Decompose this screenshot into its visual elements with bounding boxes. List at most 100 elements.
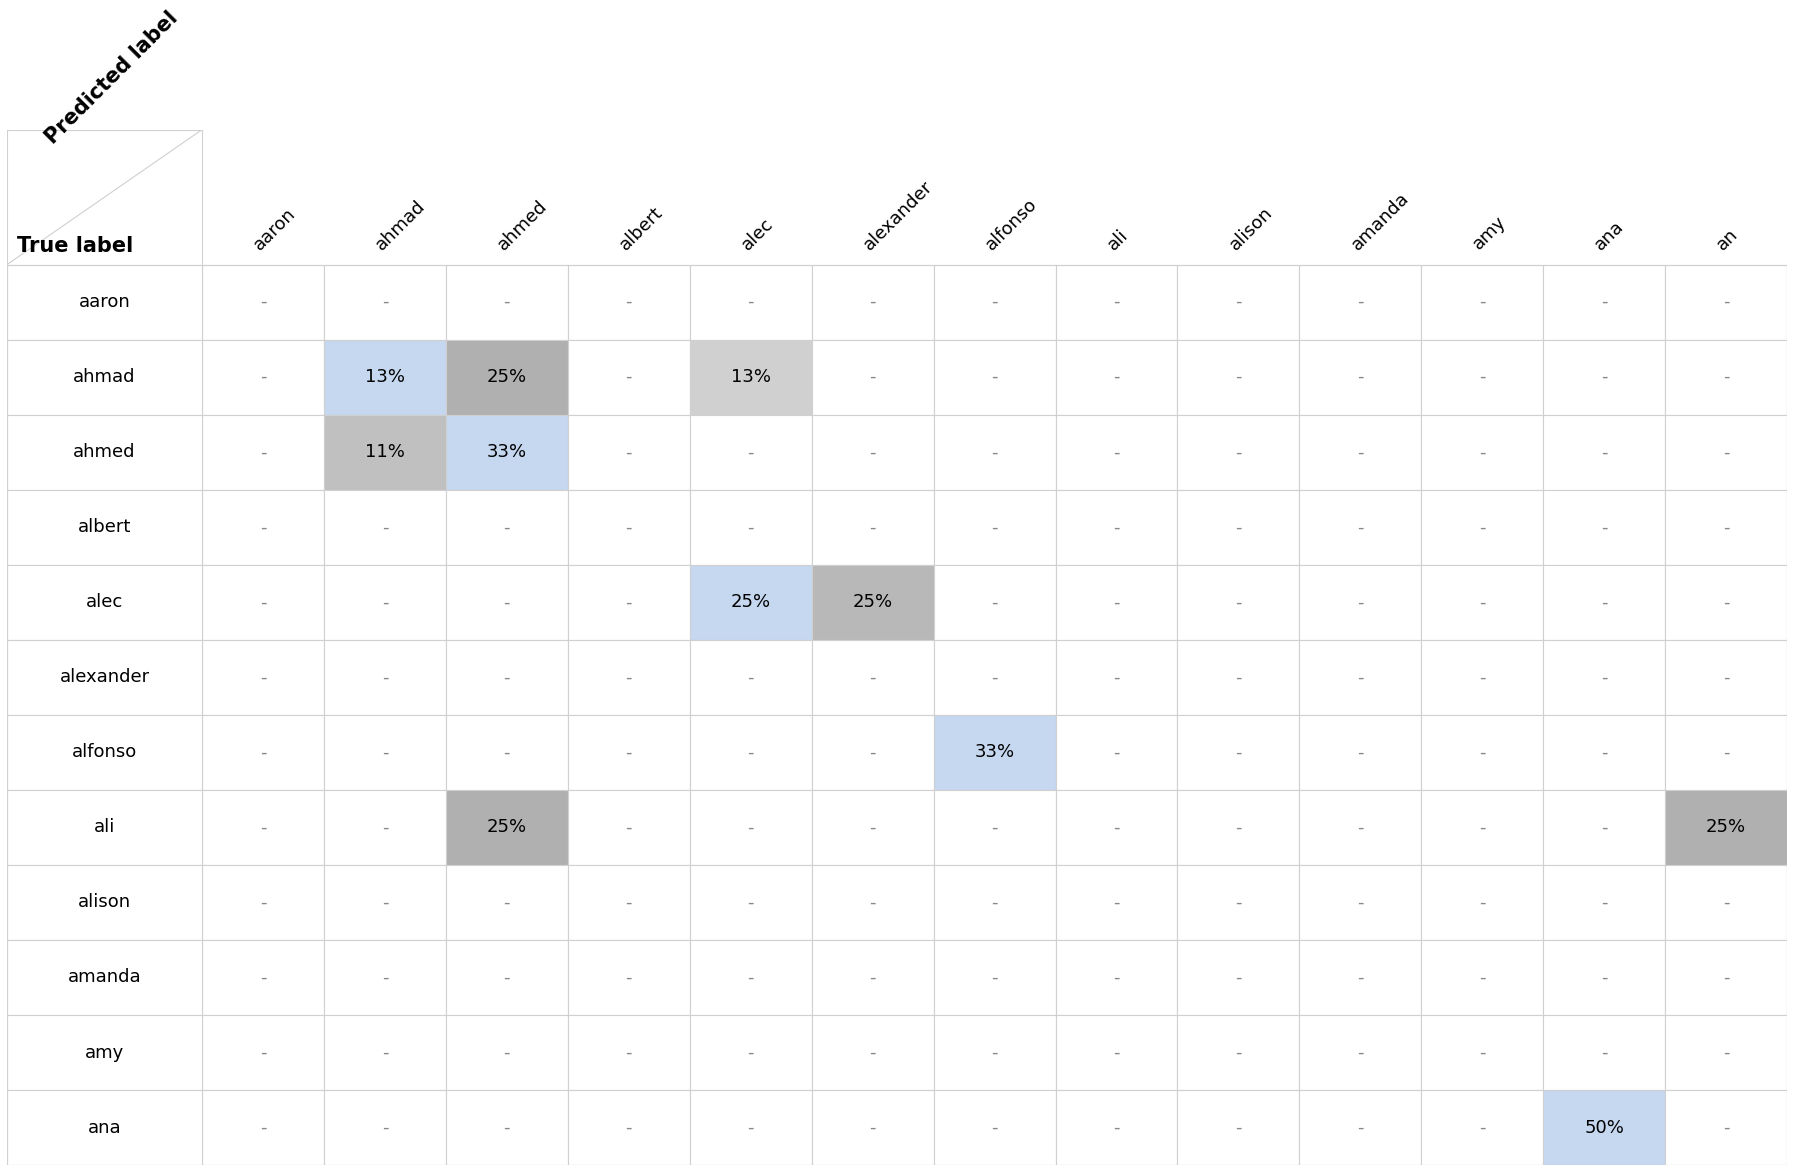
Bar <box>689 790 811 865</box>
Text: -: - <box>870 1043 875 1062</box>
Text: -: - <box>870 293 875 312</box>
Bar <box>1055 940 1177 1015</box>
Bar <box>1055 415 1177 490</box>
Bar <box>811 265 933 340</box>
Text: -: - <box>1600 743 1607 762</box>
Bar <box>1177 340 1299 415</box>
Text: -: - <box>1478 968 1485 987</box>
Bar <box>1299 415 1421 490</box>
Bar <box>1421 415 1543 490</box>
Bar <box>569 715 689 790</box>
Text: -: - <box>504 293 509 312</box>
Bar <box>7 565 203 640</box>
Text: Predicted label: Predicted label <box>41 7 183 148</box>
Bar <box>1543 640 1665 715</box>
Text: -: - <box>1114 743 1119 762</box>
Text: -: - <box>626 368 631 387</box>
Text: True label: True label <box>16 236 133 255</box>
Text: -: - <box>1600 968 1607 987</box>
Text: 33%: 33% <box>486 443 527 462</box>
Text: -: - <box>1478 893 1485 912</box>
Text: -: - <box>1722 1118 1729 1137</box>
Text: -: - <box>1722 668 1729 687</box>
Bar <box>689 565 811 640</box>
Text: ali: ali <box>1103 225 1132 253</box>
Text: -: - <box>870 1118 875 1137</box>
Bar <box>7 790 203 865</box>
Text: -: - <box>1234 893 1241 912</box>
Text: -: - <box>748 818 753 837</box>
Bar <box>811 865 933 940</box>
Bar <box>447 790 569 865</box>
Text: -: - <box>260 818 266 837</box>
Bar <box>689 865 811 940</box>
Text: -: - <box>1356 443 1363 462</box>
Bar <box>1177 1015 1299 1090</box>
Text: -: - <box>1114 818 1119 837</box>
Bar <box>325 865 447 940</box>
Text: -: - <box>626 293 631 312</box>
Text: -: - <box>748 1118 753 1137</box>
Bar <box>1177 490 1299 565</box>
Bar <box>1665 940 1787 1015</box>
Bar <box>1543 865 1665 940</box>
Bar <box>1299 940 1421 1015</box>
Text: -: - <box>1356 293 1363 312</box>
Bar <box>689 940 811 1015</box>
Bar <box>1421 790 1543 865</box>
Text: -: - <box>1600 443 1607 462</box>
Bar <box>1421 640 1543 715</box>
Text: alfonso: alfonso <box>981 195 1041 253</box>
Bar <box>933 1090 1055 1165</box>
Text: -: - <box>1234 593 1241 612</box>
Bar <box>447 340 569 415</box>
Bar <box>7 415 203 490</box>
Bar <box>569 790 689 865</box>
Text: -: - <box>1356 818 1363 837</box>
Bar <box>933 265 1055 340</box>
Bar <box>1421 715 1543 790</box>
Text: -: - <box>260 743 266 762</box>
Bar <box>569 865 689 940</box>
Text: alexander: alexander <box>59 668 149 687</box>
Text: -: - <box>1600 818 1607 837</box>
Bar <box>7 640 203 715</box>
Bar <box>569 265 689 340</box>
Text: -: - <box>1114 1118 1119 1137</box>
Bar <box>1299 490 1421 565</box>
Bar <box>7 265 203 340</box>
Text: -: - <box>1234 818 1241 837</box>
Text: -: - <box>504 668 509 687</box>
Text: albert: albert <box>77 518 131 537</box>
Text: -: - <box>1478 1118 1485 1137</box>
Bar <box>1177 415 1299 490</box>
Text: -: - <box>1600 518 1607 537</box>
Text: alison: alison <box>77 893 131 912</box>
Text: -: - <box>870 893 875 912</box>
Bar <box>1299 1015 1421 1090</box>
Bar <box>1543 415 1665 490</box>
Bar <box>325 1090 447 1165</box>
Text: -: - <box>382 293 388 312</box>
Text: -: - <box>504 743 509 762</box>
Bar <box>1665 1090 1787 1165</box>
Bar <box>689 715 811 790</box>
Bar <box>203 340 325 415</box>
Text: amy: amy <box>1469 213 1511 253</box>
Bar <box>1177 1090 1299 1165</box>
Text: -: - <box>1356 1118 1363 1137</box>
Text: -: - <box>1114 368 1119 387</box>
Text: -: - <box>992 443 997 462</box>
Bar <box>1665 790 1787 865</box>
Text: -: - <box>1722 893 1729 912</box>
Bar <box>1055 490 1177 565</box>
Text: amy: amy <box>84 1043 124 1062</box>
Bar <box>203 265 325 340</box>
Text: -: - <box>1234 443 1241 462</box>
Text: -: - <box>1722 1043 1729 1062</box>
Text: aaron: aaron <box>249 204 300 253</box>
Bar <box>689 265 811 340</box>
Bar <box>933 715 1055 790</box>
Bar <box>811 1015 933 1090</box>
Bar <box>1299 790 1421 865</box>
